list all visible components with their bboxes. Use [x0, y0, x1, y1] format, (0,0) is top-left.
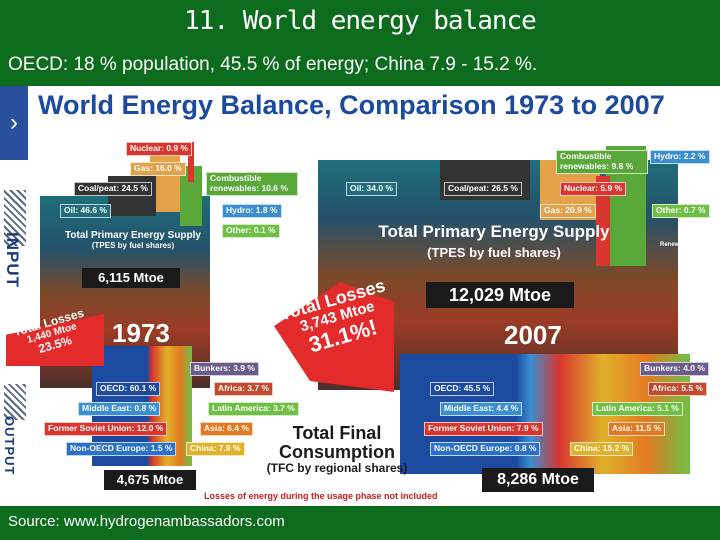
region-2007-oecd: OECD: 45.5 %	[430, 382, 495, 396]
fuel-1973-nuclear: Nuclear: 0.9 %	[126, 142, 193, 156]
renewables-tag: Renewables	[660, 242, 695, 248]
input-label: INPUT	[3, 232, 22, 288]
chevron-right-icon: ›	[0, 86, 28, 160]
tpes-label-1973-title: Total Primary Energy Supply	[65, 230, 201, 241]
tfc-total-1973: 4,675 Mtoe	[104, 470, 196, 490]
region-2007-bunkers: Bunkers: 4.0 %	[640, 362, 709, 376]
flow-2007-nuclear	[596, 176, 610, 266]
region-1973-latin-america: Latin America: 3.7 %	[208, 402, 299, 416]
region-1973-africa: Africa: 3.7 %	[214, 382, 274, 396]
output-arrows-icon	[4, 384, 26, 420]
region-1973-non-oecd-europe: Non-OECD Europe: 1.5 %	[66, 442, 177, 456]
region-1973-asia: Asia: 6.4 %	[200, 422, 253, 436]
tpes-total-2007: 12,029 Mtoe	[426, 282, 574, 308]
fuel-1973-combustible: Combustible renewables: 10.6 %	[206, 172, 298, 196]
year-2007: 2007	[504, 320, 562, 350]
slide-title: 11. World energy balance	[184, 6, 537, 36]
year-1973: 1973	[112, 318, 170, 348]
region-2007-africa: Africa: 5.5 %	[648, 382, 708, 396]
tfc-total-2007: 8,286 Mtoe	[482, 468, 594, 492]
fuel-1973-gas: Gas: 16.0 %	[130, 162, 186, 176]
region-1973-oecd: OECD: 60.1 %	[96, 382, 161, 396]
figure-footnote: Losses of energy during the usage phase …	[204, 491, 438, 501]
region-2007-fsu: Former Soviet Union: 7.9 %	[424, 422, 543, 436]
tpes-total-1973: 6,115 Mtoe	[82, 268, 180, 288]
fuel-2007-nuclear: Nuclear: 5.9 %	[560, 182, 627, 196]
figure-heading: World Energy Balance, Comparison 1973 to…	[38, 90, 665, 120]
fuel-1973-coal: Coal/peat: 24.5 %	[74, 182, 152, 196]
fuel-2007-coal: Coal/peat: 26.5 %	[444, 182, 522, 196]
fuel-2007-hydro: Hydro: 2.2 %	[650, 150, 710, 164]
region-2007-non-oecd-europe: Non-OECD Europe: 0.8 %	[430, 442, 541, 456]
tpes-label-2007-title: Total Primary Energy Supply	[378, 222, 610, 241]
fuel-2007-oil: Oil: 34.0 %	[346, 182, 397, 196]
fuel-1973-hydro: Hydro: 1.8 %	[222, 204, 282, 218]
flow-1973-nuclear	[188, 142, 194, 182]
fuel-2007-combustible: Combustible renewables: 9.8 %	[556, 150, 648, 174]
region-2007-middle-east: Middle East: 4.4 %	[440, 402, 523, 416]
tfc-label-sub: (TFC by regional shares)	[266, 460, 408, 475]
fuel-1973-oil: Oil: 46.6 %	[60, 204, 111, 218]
region-2007-latin-america: Latin America: 5.1 %	[592, 402, 683, 416]
energy-balance-figure: › World Energy Balance, Comparison 1973 …	[0, 86, 720, 506]
slide-subtitle: OECD: 18 % population, 45.5 % of energy;…	[8, 54, 538, 75]
fuel-2007-other: Other: 0.7 %	[652, 204, 710, 218]
tpes-label-1973-sub: (TPES by fuel shares)	[91, 241, 175, 250]
fuel-1973-other: Other: 0.1 %	[222, 224, 280, 238]
tpes-label-2007: Total Primary Energy Supply (TPES by fue…	[352, 222, 636, 260]
tpes-label-1973: Total Primary Energy Supply (TPES by fue…	[48, 230, 218, 250]
region-1973-fsu: Former Soviet Union: 12.0 %	[44, 422, 168, 436]
region-1973-middle-east: Middle East: 0.8 %	[78, 402, 161, 416]
region-2007-china: China: 15.2 %	[570, 442, 634, 456]
source-credit: Source: www.hydrogenambassadors.com	[8, 513, 285, 530]
output-label: OUTPUT	[2, 416, 17, 476]
region-2007-asia: Asia: 11.5 %	[608, 422, 666, 436]
input-arrows-icon	[4, 190, 26, 246]
region-1973-bunkers: Bunkers: 3.9 %	[190, 362, 259, 376]
region-1973-china: China: 7.9 %	[186, 442, 245, 456]
tfc-label-title: Total Final Consumption	[279, 423, 395, 462]
tfc-label: Total Final Consumption (TFC by regional…	[252, 424, 422, 474]
flow-1973-renew	[180, 166, 202, 226]
tpes-label-2007-sub: (TPES by fuel shares)	[427, 245, 561, 260]
fuel-2007-gas: Gas: 20.9 %	[540, 204, 596, 218]
